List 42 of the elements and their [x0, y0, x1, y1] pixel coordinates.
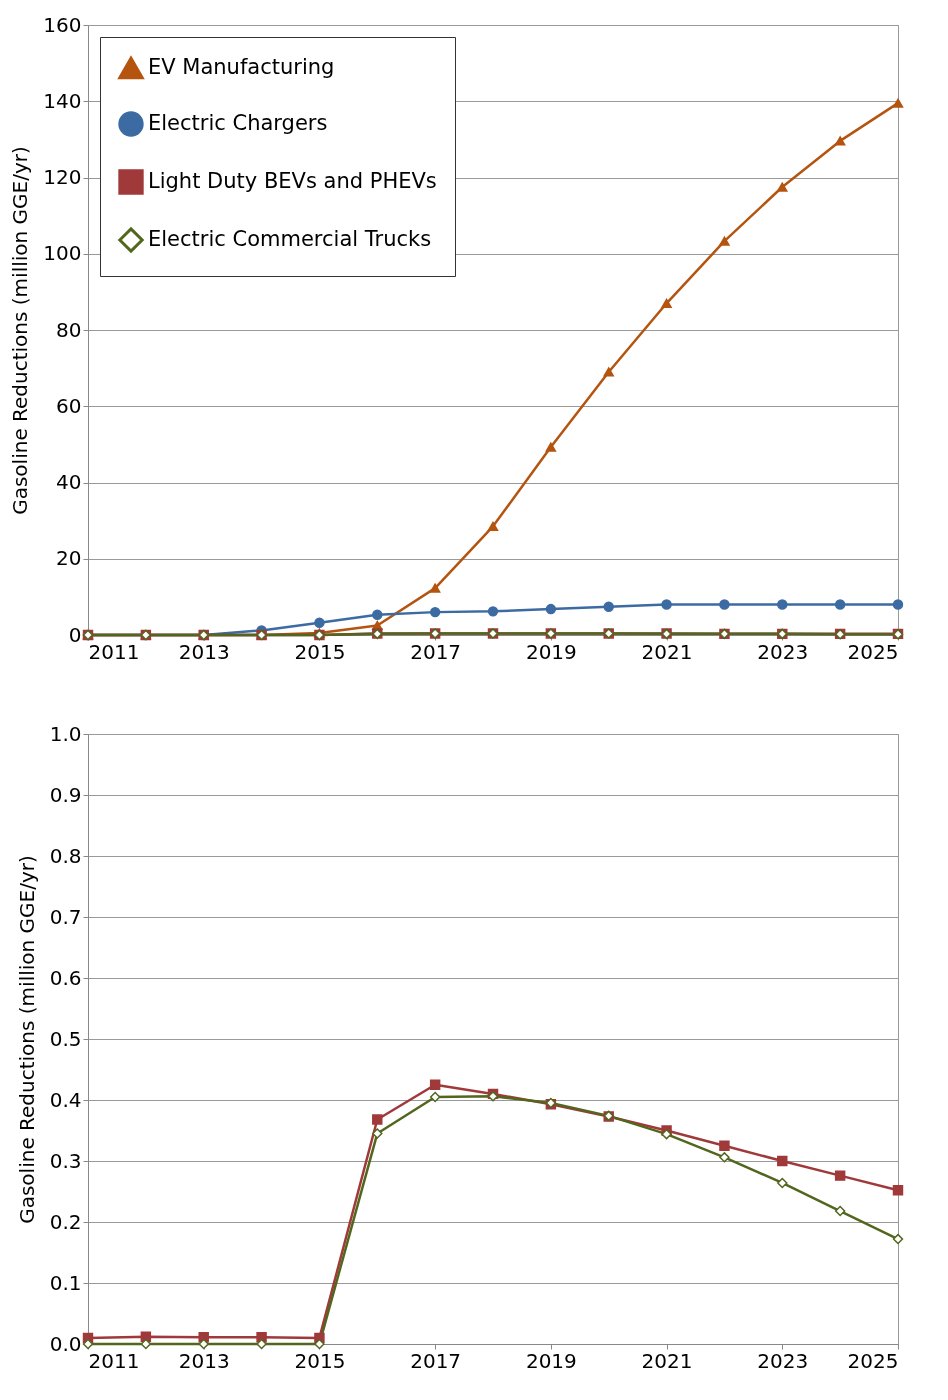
- x-tick-label: 2013: [178, 1348, 230, 1373]
- y-tick-label: 160: [43, 12, 82, 37]
- y-tick-label: 0.6: [49, 965, 82, 990]
- x-tick-label: 2011: [88, 639, 140, 664]
- y-tick-label: 0.0: [49, 1331, 82, 1356]
- x-tick-label: 2025: [847, 1348, 899, 1373]
- x-tick-label: 2015: [294, 1348, 346, 1373]
- legend-label: EV Manufacturing: [148, 55, 335, 79]
- y-tick-label: 0.2: [49, 1209, 82, 1234]
- x-tick-label: 2019: [525, 1348, 577, 1373]
- x-tick-label: 2015: [294, 639, 346, 664]
- y-axis-title: Gasoline Reductions (million GGE/yr): [14, 855, 39, 1224]
- x-tick-label: 2023: [757, 639, 809, 664]
- y-tick-label: 140: [43, 88, 82, 113]
- x-tick-label: 2025: [847, 639, 899, 664]
- x-tick-label: 2017: [410, 639, 462, 664]
- x-tick-label: 2017: [410, 1348, 462, 1373]
- y-tick-label: 0.9: [49, 782, 82, 807]
- y-tick-label: 0.5: [49, 1026, 82, 1051]
- y-tick-label: 1.0: [49, 721, 82, 746]
- x-tick-label: 2019: [525, 639, 577, 664]
- y-tick-label: 0: [68, 622, 82, 647]
- legend-label: Electric Chargers: [148, 111, 328, 135]
- y-tick-label: 0.4: [49, 1087, 82, 1112]
- y-tick-label: 0.1: [49, 1270, 82, 1295]
- x-tick-label: 2011: [88, 1348, 140, 1373]
- y-tick-label: 40: [56, 470, 82, 494]
- y-tick-label: 60: [56, 393, 82, 418]
- x-tick-label: 2021: [641, 639, 693, 664]
- x-tick-label: 2023: [757, 1348, 809, 1373]
- y-axis-title: Gasoline Reductions (million GGE/yr): [8, 146, 33, 515]
- y-tick-label: 0.8: [49, 843, 82, 868]
- legend-label: Electric Commercial Trucks: [148, 227, 432, 251]
- x-tick-label: 2021: [641, 1348, 693, 1373]
- y-tick-label: 80: [56, 317, 82, 342]
- y-tick-label: 0.3: [49, 1148, 82, 1173]
- legend-label: Light Duty BEVs and PHEVs: [148, 169, 437, 193]
- y-tick-label: 120: [43, 165, 82, 189]
- y-tick-label: 0.7: [49, 904, 82, 929]
- y-tick-label: 100: [43, 241, 82, 266]
- y-tick-label: 20: [56, 546, 82, 571]
- x-tick-label: 2013: [178, 639, 230, 664]
